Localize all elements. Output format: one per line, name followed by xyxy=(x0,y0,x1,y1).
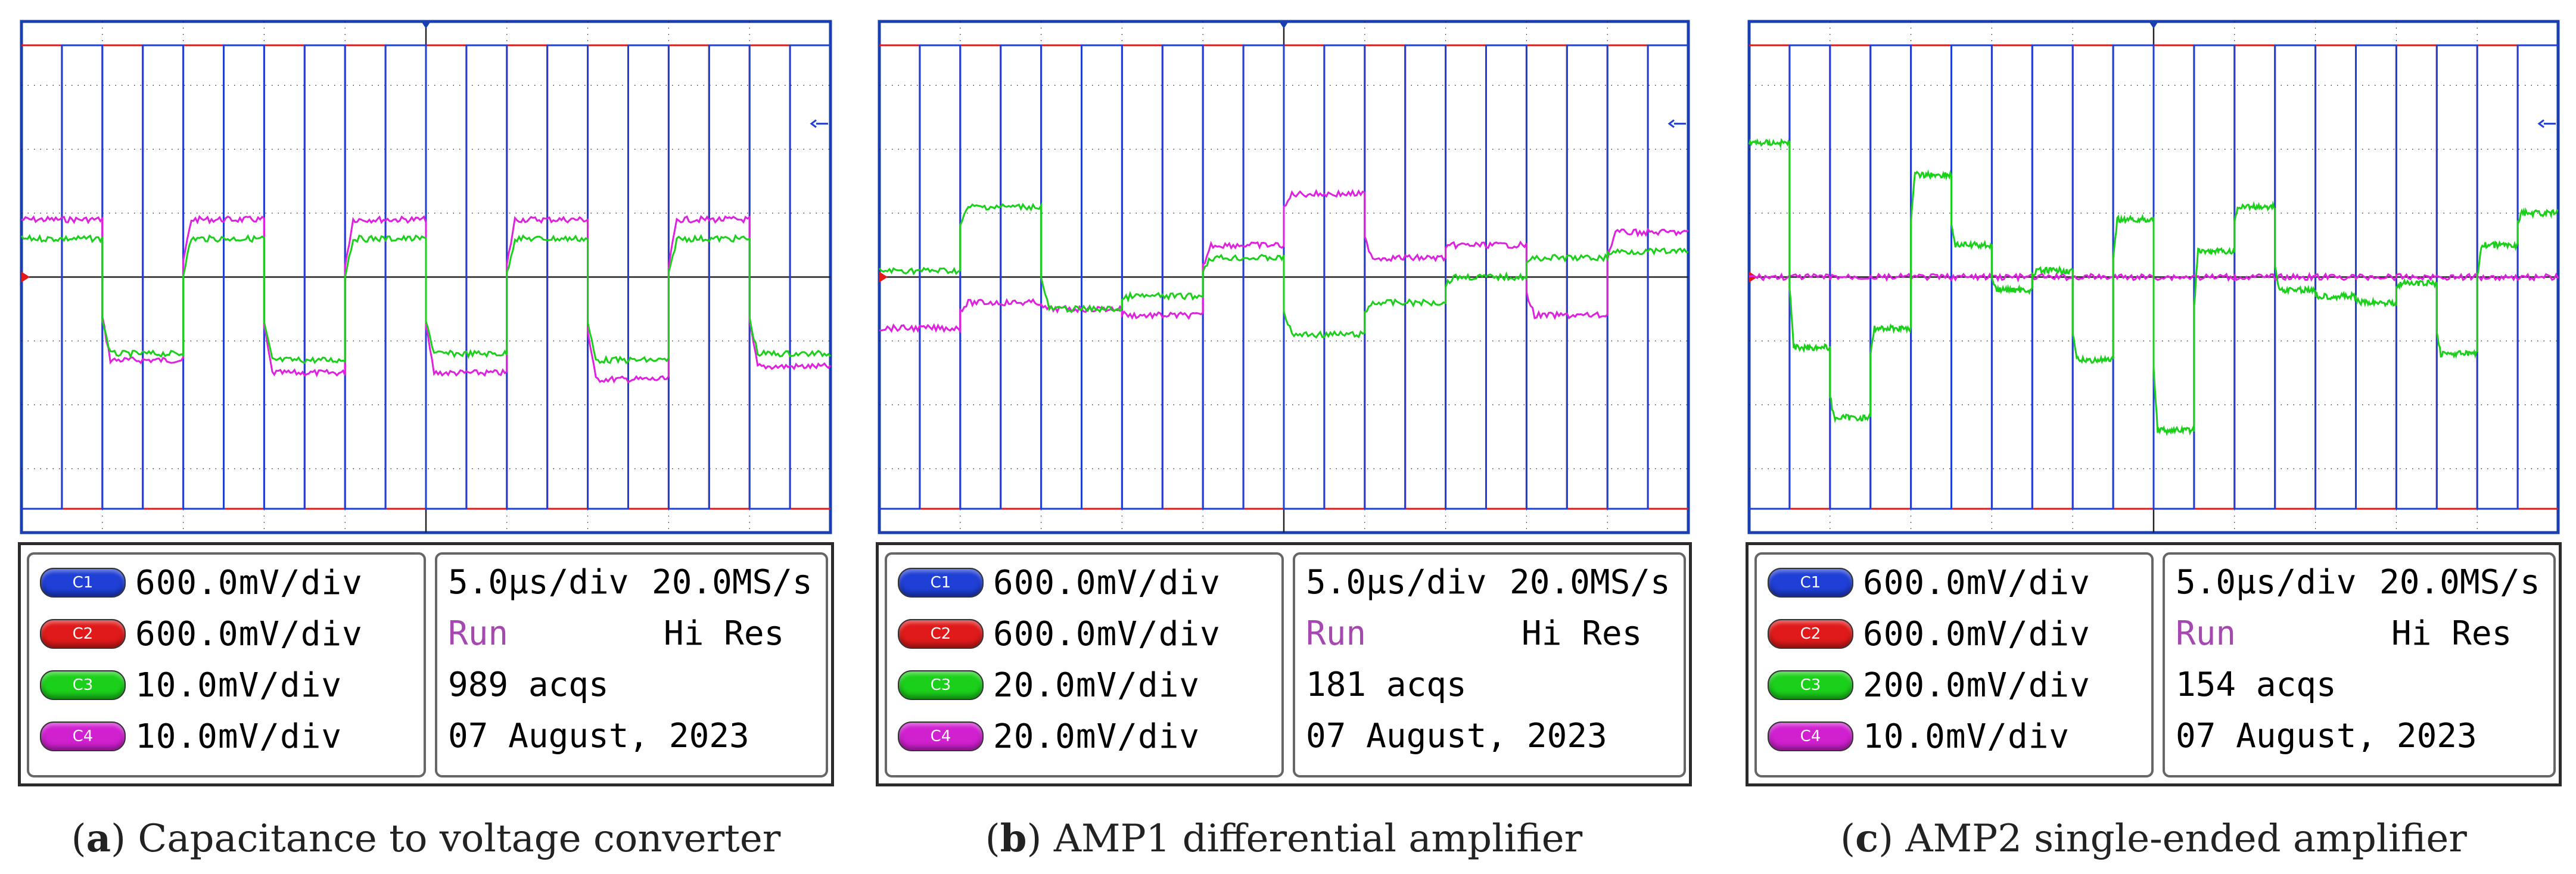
channel-c4-badge[interactable]: C4 xyxy=(898,721,984,751)
caption-text: AMP1 differential amplifier xyxy=(1053,817,1583,861)
ground-marker-icon xyxy=(879,272,888,282)
caption-letter: a xyxy=(86,816,111,861)
trigger-level-icon xyxy=(1667,119,1686,128)
scope-screen-b xyxy=(878,20,1690,534)
channel-c2-badge[interactable]: C2 xyxy=(1768,619,1853,649)
trigger-position-icon xyxy=(1279,21,1289,29)
channel-row-c4: C4 10.0mV/div xyxy=(40,716,342,757)
trace-c3 xyxy=(1748,138,2559,437)
channel-row-c3: C3 200.0mV/div xyxy=(1768,664,2090,706)
run-status: Run xyxy=(448,614,509,653)
run-status: Run xyxy=(2176,614,2236,653)
scope-panel-b: C1 600.0mV/div C2 600.0mV/div C3 20.0mV/… xyxy=(876,18,1692,861)
trigger-level-icon xyxy=(2537,119,2556,128)
info-box-a: C1 600.0mV/div C2 600.0mV/div C3 10.0mV/… xyxy=(18,542,834,786)
channel-c1-scale: 600.0mV/div xyxy=(1863,563,2090,602)
trace-c3 xyxy=(878,202,1689,339)
trigger-level-icon xyxy=(810,119,828,128)
acq-count: 989 acqs xyxy=(448,665,609,704)
channel-c1-badge[interactable]: C1 xyxy=(898,568,984,598)
trace-c3 xyxy=(20,234,832,365)
timebase-box-b: 5.0µs/div 20.0MS/s Run Hi Res 181 acqs 0… xyxy=(1293,552,1686,777)
timebase-label: 5.0µs/div xyxy=(2176,563,2357,602)
channel-row-c2: C2 600.0mV/div xyxy=(1768,613,2090,655)
channel-c4-scale: 20.0mV/div xyxy=(993,717,1200,756)
timebase-box-c: 5.0µs/div 20.0MS/s Run Hi Res 154 acqs 0… xyxy=(2163,552,2556,777)
channel-row-c4: C4 10.0mV/div xyxy=(1768,716,2070,757)
channel-c1-scale: 600.0mV/div xyxy=(135,563,363,602)
channel-c3-badge[interactable]: C3 xyxy=(1768,670,1853,700)
acq-mode: Hi Res xyxy=(664,614,785,653)
channel-legend-a: C1 600.0mV/div C2 600.0mV/div C3 10.0mV/… xyxy=(27,552,426,777)
channel-c3-badge[interactable]: C3 xyxy=(40,670,126,700)
samplerate-label: 20.0MS/s xyxy=(652,563,813,602)
channel-c2-badge[interactable]: C2 xyxy=(898,619,984,649)
capture-date: 07 August, 2023 xyxy=(448,717,749,755)
acq-count: 154 acqs xyxy=(2176,665,2337,704)
caption-letter: c xyxy=(1855,816,1879,861)
channel-legend-b: C1 600.0mV/div C2 600.0mV/div C3 20.0mV/… xyxy=(885,552,1284,777)
channel-row-c1: C1 600.0mV/div xyxy=(898,562,1221,604)
caption-letter: b xyxy=(1000,816,1027,861)
channel-row-c1: C1 600.0mV/div xyxy=(1768,562,2090,604)
channel-c3-badge[interactable]: C3 xyxy=(898,670,984,700)
samplerate-label: 20.0MS/s xyxy=(2379,563,2540,602)
channel-c1-badge[interactable]: C1 xyxy=(1768,568,1853,598)
caption-text: Capacitance to voltage converter xyxy=(138,817,781,861)
samplerate-label: 20.0MS/s xyxy=(1510,563,1670,602)
timebase-box-a: 5.0µs/div 20.0MS/s Run Hi Res 989 acqs 0… xyxy=(435,552,828,777)
channel-c3-scale: 20.0mV/div xyxy=(993,665,1200,705)
trigger-position-icon xyxy=(421,21,431,29)
channel-c4-badge[interactable]: C4 xyxy=(1768,721,1853,751)
scope-screen-a xyxy=(20,20,832,534)
trace-c4 xyxy=(879,188,1689,334)
info-box-b: C1 600.0mV/div C2 600.0mV/div C3 20.0mV/… xyxy=(876,542,1692,786)
channel-c3-scale: 10.0mV/div xyxy=(135,665,343,705)
channel-row-c1: C1 600.0mV/div xyxy=(40,562,363,604)
scope-panel-c: C1 600.0mV/div C2 600.0mV/div C3 200.0mV… xyxy=(1746,18,2562,861)
channel-c4-badge[interactable]: C4 xyxy=(40,721,126,751)
channel-c4-scale: 10.0mV/div xyxy=(1863,717,2070,756)
timebase-label: 5.0µs/div xyxy=(1306,563,1487,602)
channel-c2-scale: 600.0mV/div xyxy=(1863,614,2090,654)
caption-text: AMP2 single-ended amplifier xyxy=(1905,817,2467,861)
run-status: Run xyxy=(1306,614,1367,653)
acq-count: 181 acqs xyxy=(1306,665,1467,704)
capture-date: 07 August, 2023 xyxy=(1306,717,1607,755)
channel-c3-scale: 200.0mV/div xyxy=(1863,665,2090,705)
acq-mode: Hi Res xyxy=(1522,614,1642,653)
info-box-c: C1 600.0mV/div C2 600.0mV/div C3 200.0mV… xyxy=(1746,542,2562,786)
acq-mode: Hi Res xyxy=(2391,614,2512,653)
channel-row-c2: C2 600.0mV/div xyxy=(40,613,363,655)
channel-c1-badge[interactable]: C1 xyxy=(40,568,126,598)
ground-marker-icon xyxy=(1749,272,1757,282)
ground-marker-icon xyxy=(21,272,30,282)
scope-screen-c xyxy=(1747,20,2560,534)
caption-b: (b) AMP1 differential amplifier xyxy=(985,816,1583,861)
channel-row-c2: C2 600.0mV/div xyxy=(898,613,1221,655)
channel-c2-scale: 600.0mV/div xyxy=(993,614,1221,654)
caption-c: (c) AMP2 single-ended amplifier xyxy=(1840,816,2467,861)
channel-row-c3: C3 10.0mV/div xyxy=(40,664,342,706)
scope-panel-a: C1 600.0mV/div C2 600.0mV/div C3 10.0mV/… xyxy=(18,18,834,861)
capture-date: 07 August, 2023 xyxy=(2176,717,2477,755)
channel-legend-c: C1 600.0mV/div C2 600.0mV/div C3 200.0mV… xyxy=(1754,552,2154,777)
channel-c4-scale: 10.0mV/div xyxy=(135,717,343,756)
channel-row-c3: C3 20.0mV/div xyxy=(898,664,1200,706)
channel-c2-scale: 600.0mV/div xyxy=(135,614,363,654)
timebase-label: 5.0µs/div xyxy=(448,563,629,602)
caption-a: (a) Capacitance to voltage converter xyxy=(71,816,781,861)
trigger-position-icon xyxy=(2149,21,2158,29)
channel-row-c4: C4 20.0mV/div xyxy=(898,716,1200,757)
channel-c2-badge[interactable]: C2 xyxy=(40,619,126,649)
channel-c1-scale: 600.0mV/div xyxy=(993,563,1221,602)
